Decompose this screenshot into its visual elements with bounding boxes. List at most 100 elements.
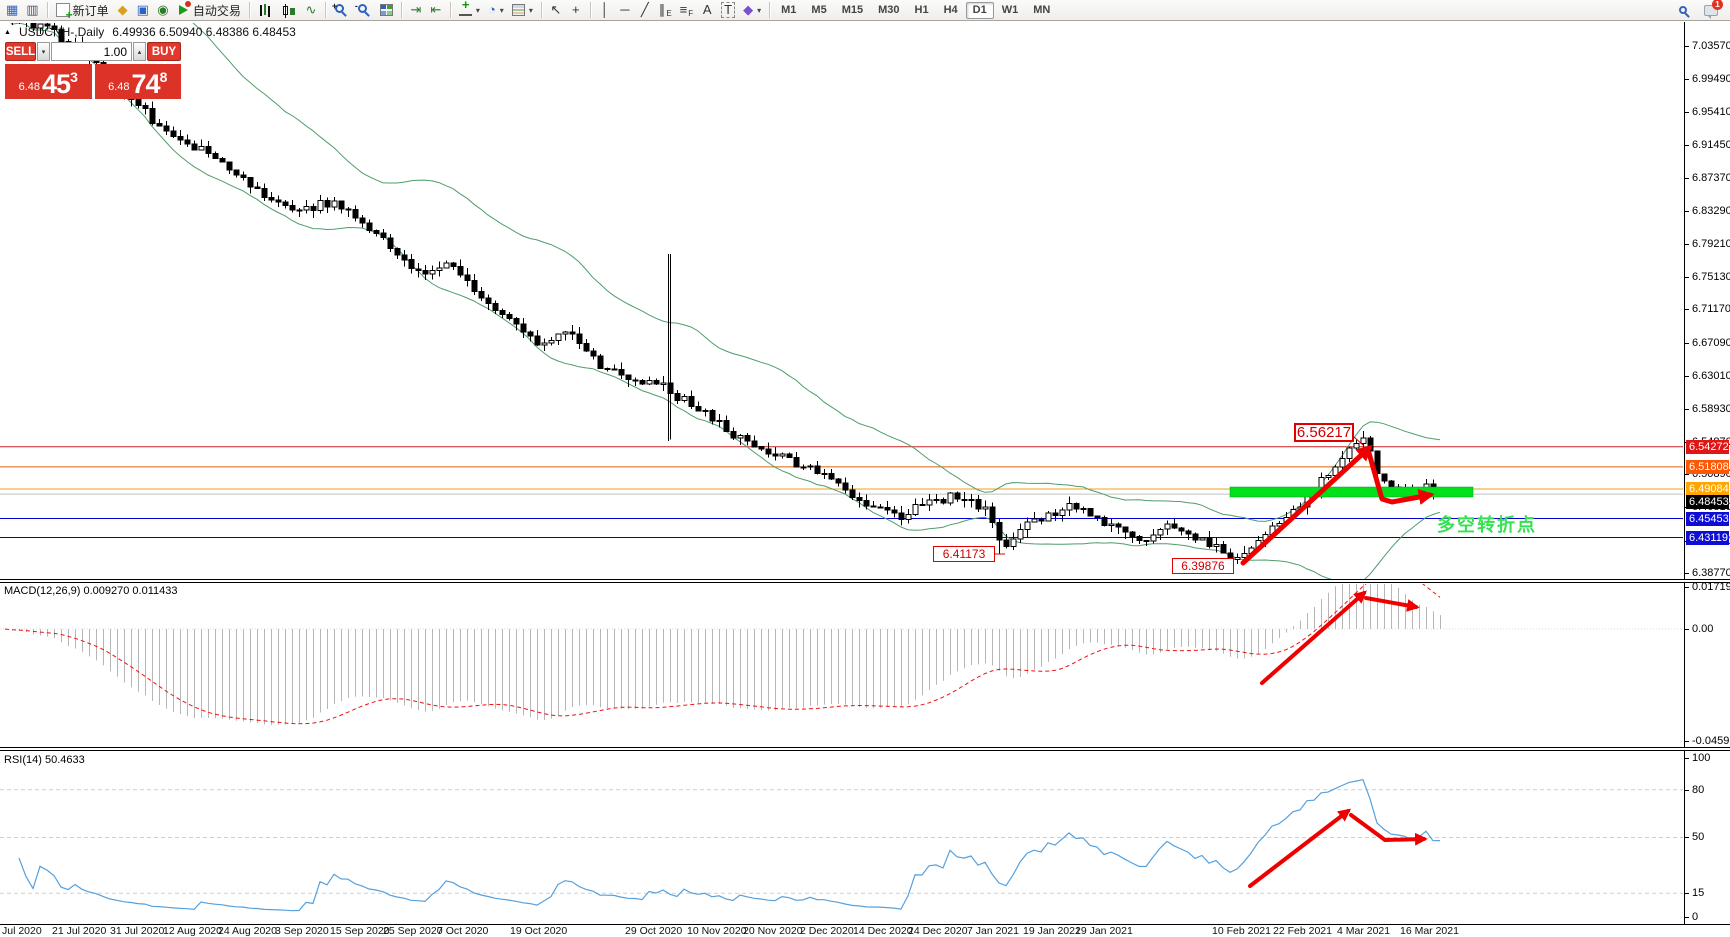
macd-tick-label: 0.00 xyxy=(1692,622,1714,635)
axis-tick xyxy=(1685,893,1689,895)
bar-chart-icon[interactable] xyxy=(254,1,276,19)
new-order-button xyxy=(55,3,73,22)
timeframe-mn[interactable]: MN xyxy=(1033,4,1051,16)
price-tick-label: 6.63010 xyxy=(1692,369,1730,382)
indicators-button xyxy=(458,0,472,16)
chart-ohlc-label: 6.49936 6.50940 6.48386 6.48453 xyxy=(112,25,296,39)
date-tick-label: Jul 2020 xyxy=(2,925,42,937)
trendline-icon[interactable]: ╱ xyxy=(640,2,649,17)
price-badge: 6.45453 xyxy=(1686,511,1729,526)
collapse-icon[interactable]: ▲ xyxy=(4,28,11,36)
date-tick-label: 16 Mar 2021 xyxy=(1400,925,1459,937)
date-tick-label: 19 Jan 2021 xyxy=(1023,925,1081,937)
text-icon[interactable]: A xyxy=(702,2,712,17)
timeframe-w1[interactable]: W1 xyxy=(1001,4,1019,16)
toolbar-items: ▦▥新订单◆▣◉自动交易∿+-⇥⇤▾◔▾▾↖+│─╱∥E≡FAT◆▾ xyxy=(2,0,774,22)
toolbar-separator xyxy=(46,2,48,18)
date-tick-label: 4 Mar 2021 xyxy=(1337,925,1391,937)
time-axis[interactable]: Jul 2020 21 Jul 2020 31 Jul 2020 12 Aug 202… xyxy=(0,925,1730,937)
trade-panel-prices: 6.48 45 3 6.48 74 8 xyxy=(5,64,181,99)
price-tick-label: 6.91450 xyxy=(1692,138,1730,151)
date-tick-label: 7 Jan 2021 xyxy=(967,925,1019,937)
market-terminal-icon[interactable]: ▣ xyxy=(136,2,149,17)
axis-tick xyxy=(1685,408,1689,410)
axis-tick xyxy=(1685,342,1689,344)
date-tick-label: 3 Sep 2020 xyxy=(275,925,329,937)
tile-windows-icon xyxy=(379,4,393,16)
auto-scroll-icon[interactable]: ⇥ xyxy=(410,2,422,17)
date-tick-label: 12 Aug 2020 xyxy=(163,925,222,937)
price-flag-annotation[interactable]: 6.41173 xyxy=(933,546,995,562)
signals-icon[interactable]: ◉ xyxy=(157,2,169,17)
sell-price-display[interactable]: 6.48 45 3 xyxy=(5,64,92,99)
vertical-line-icon[interactable]: │ xyxy=(600,2,609,17)
timeframe-m15[interactable]: M15 xyxy=(841,4,864,16)
fibonacci-icon[interactable]: ≡ F xyxy=(679,2,694,19)
text-label-icon[interactable]: T xyxy=(717,1,739,19)
data-window-icon[interactable]: ▥ xyxy=(26,2,39,17)
volume-increase-button[interactable]: ▴ xyxy=(133,42,146,61)
date-tick-label: 14 Dec 2020 xyxy=(853,925,913,937)
timeframe-m5[interactable]: M5 xyxy=(811,4,827,16)
volume-input[interactable] xyxy=(51,42,132,61)
chart-shift-icon[interactable]: ⇤ xyxy=(430,2,442,17)
buy-price-display[interactable]: 6.48 74 8 xyxy=(94,64,181,99)
timeframe-h4[interactable]: H4 xyxy=(943,4,958,16)
zoom-out-icon xyxy=(357,4,367,13)
metaeditor-icon[interactable]: ◆ xyxy=(117,2,128,17)
pane-separator-macd[interactable] xyxy=(0,579,1730,583)
date-tick-label: 22 Feb 2021 xyxy=(1273,925,1332,937)
bar-chart-icon xyxy=(259,4,262,16)
axis-tick xyxy=(1685,177,1689,179)
macd-tick-label: 0.017199 xyxy=(1692,581,1730,594)
zoom-out-icon[interactable]: - xyxy=(353,1,376,19)
chart-title: ▲ USDCNH-,Daily 6.49936 6.50940 6.48386 … xyxy=(4,25,296,39)
timeframe-d1[interactable]: D1 xyxy=(965,1,994,19)
price-tick-label: 6.58930 xyxy=(1692,402,1730,415)
horizontal-line-icon[interactable]: ─ xyxy=(620,2,630,17)
price-tick-label: 6.67090 xyxy=(1692,336,1730,349)
chart-window-icon[interactable]: ▦ xyxy=(6,2,19,17)
cursor-icon[interactable]: ↖ xyxy=(550,2,562,17)
zoom-in-icon[interactable]: + xyxy=(330,1,353,19)
chart-symbol-label: USDCNH-,Daily xyxy=(18,25,105,39)
notifications-button[interactable]: 1 xyxy=(1700,0,1723,19)
timeframe-h1[interactable]: H1 xyxy=(914,4,929,16)
buy-price-small: 6.48 xyxy=(108,81,130,93)
search-button[interactable] xyxy=(1675,1,1696,19)
candlestick-chart-icon[interactable] xyxy=(276,1,301,19)
pane-separator-rsi[interactable] xyxy=(0,747,1730,751)
date-tick-label: 24 Aug 2020 xyxy=(218,925,277,937)
indicators-button[interactable]: ▾ xyxy=(455,0,484,19)
date-tick-label: 25 Sep 2020 xyxy=(383,925,443,937)
buy-price-big: 74 xyxy=(131,69,161,99)
date-tick-label: 7 Oct 2020 xyxy=(437,925,489,937)
chat-bubble-icon xyxy=(1704,4,1718,19)
new-order-button[interactable]: 新订单 xyxy=(52,1,113,22)
rsi-label: RSI(14) 50.4633 xyxy=(4,754,85,766)
periods-button[interactable]: ◔ ▾ xyxy=(487,2,504,17)
autotrading-button[interactable]: 自动交易 xyxy=(173,1,245,19)
crosshair-icon[interactable]: + xyxy=(572,2,580,17)
timeframe-m1[interactable]: M1 xyxy=(781,4,797,16)
sell-button[interactable]: SELL xyxy=(5,42,36,61)
channel-icon[interactable]: ∥ E xyxy=(658,2,672,19)
axis-tick xyxy=(1685,277,1689,279)
price-axis[interactable]: 7.03570 6.99490 6.95410 6.91450 6.87370 6.832… xyxy=(1684,22,1730,925)
axis-tick xyxy=(1685,45,1689,47)
rsi-tick-label: 50 xyxy=(1692,831,1705,844)
price-flag-annotation[interactable]: 6.56217 xyxy=(1294,423,1354,442)
buy-button[interactable]: BUY xyxy=(147,42,181,61)
arrows-icon[interactable]: ◆ ▾ xyxy=(743,2,762,17)
tile-windows-icon[interactable] xyxy=(376,1,397,19)
timeframe-m30[interactable]: M30 xyxy=(878,4,900,16)
price-flag-annotation[interactable]: 6.39876 xyxy=(1172,558,1234,574)
volume-decrease-button[interactable]: ▾ xyxy=(37,42,50,61)
turning-point-note[interactable]: 多空转折点 xyxy=(1437,515,1537,535)
templates-button[interactable]: ▾ xyxy=(508,1,537,19)
line-chart-icon[interactable]: ∿ xyxy=(305,2,317,17)
axis-tick xyxy=(1685,628,1689,630)
price-tick-label: 7.03570 xyxy=(1692,39,1730,52)
axis-tick xyxy=(1685,741,1689,743)
